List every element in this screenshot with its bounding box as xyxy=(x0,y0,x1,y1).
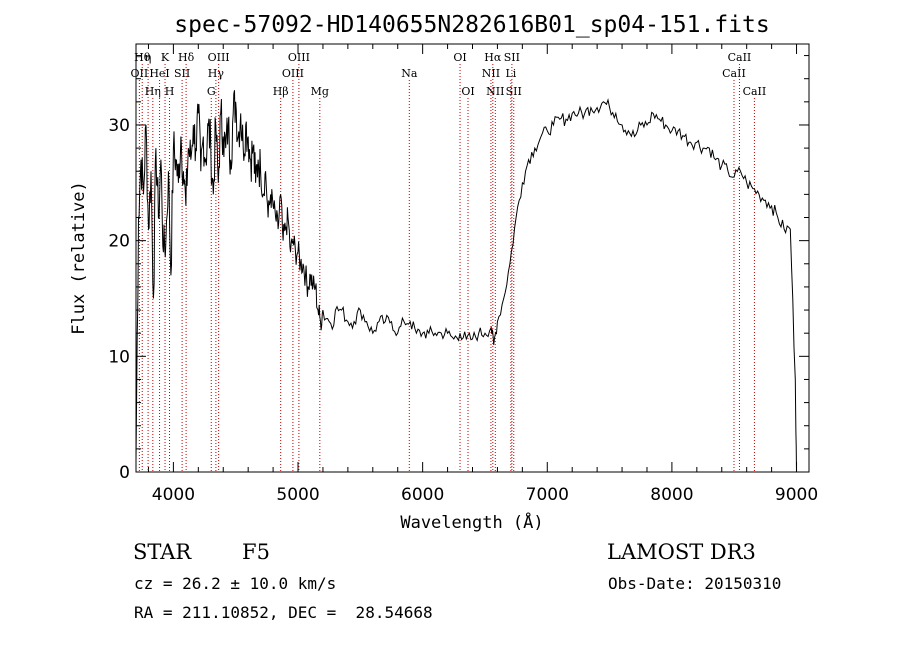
y-tick-label: 30 xyxy=(108,116,130,136)
object-subclass: F5 xyxy=(242,540,270,564)
x-tick-label: 9000 xyxy=(775,485,818,505)
y-axis-label: Flux (relative) xyxy=(69,181,89,335)
spectrum-series-line xyxy=(135,90,797,473)
x-tick-label: 6000 xyxy=(401,485,444,505)
spectral-line-label: Mg xyxy=(311,85,329,98)
y-tick-label: 10 xyxy=(108,347,130,367)
spectral-line-label: OI xyxy=(453,51,466,64)
spectral-line-label: Hδ xyxy=(178,51,195,64)
spectral-line-label: H xyxy=(165,85,175,98)
spectral-line-label: OIII xyxy=(282,67,304,80)
spectral-line-label: SII xyxy=(504,51,520,64)
x-axis-label: Wavelength (Å) xyxy=(400,511,543,533)
spectral-line-label: HeI xyxy=(149,67,169,80)
observation-date: Obs-Date: 20150310 xyxy=(608,574,782,593)
chart-title: spec-57092-HD140655N282616B01_sp04-151.f… xyxy=(174,12,769,38)
y-tick-label: 20 xyxy=(108,232,130,252)
spectral-line-label: OI xyxy=(461,85,474,98)
ra-dec-coordinates: RA = 211.10852, DEC = 28.54668 xyxy=(134,603,433,622)
spectral-line-label: CaII xyxy=(728,51,752,64)
spectral-line-label: Li xyxy=(505,67,516,80)
x-axis: 4000 5000 6000 7000 8000 9000 xyxy=(147,44,818,505)
spectral-line-markers: Hθη OII Hη HeI K H SII Hδ G Hγ OIII Hβ OIII OIII Mg Na O… xyxy=(131,51,767,472)
spectral-line-label: G xyxy=(207,85,216,98)
x-tick-label: 8000 xyxy=(650,485,693,505)
spectral-line-label: SII xyxy=(506,85,522,98)
spectral-line-label: OII xyxy=(131,67,149,80)
spectral-line-label: OIII xyxy=(208,51,230,64)
spectral-line-label: Hβ xyxy=(273,85,289,98)
y-axis: 0 10 20 30 xyxy=(108,55,809,483)
spectral-line-label: NII xyxy=(482,67,500,80)
y-tick-label: 0 xyxy=(119,463,130,483)
object-class: STAR xyxy=(133,540,192,564)
x-tick-label: 5000 xyxy=(276,485,319,505)
spectral-line-label: η xyxy=(145,51,152,64)
x-tick-label: 7000 xyxy=(526,485,569,505)
spectral-line-label: CaII xyxy=(743,85,767,98)
spectral-line-label: Hθ xyxy=(134,51,151,64)
spectral-line-label: Hη xyxy=(145,85,161,98)
plot-frame xyxy=(135,43,810,473)
survey-name: LAMOST DR3 xyxy=(607,540,756,564)
spectral-line-label: NII xyxy=(486,85,504,98)
spectral-line-label: CaII xyxy=(722,67,746,80)
spectral-line-label: SII xyxy=(174,67,190,80)
spectral-line-label: K xyxy=(161,51,170,64)
spectral-line-label: Hγ xyxy=(208,67,225,80)
x-tick-label: 4000 xyxy=(152,485,195,505)
redshift-cz: cz = 26.2 ± 10.0 km/s xyxy=(134,574,337,593)
spectral-line-label: OIII xyxy=(288,51,310,64)
spectral-line-label: Hα xyxy=(484,51,502,64)
spectral-line-label: Na xyxy=(401,67,418,80)
